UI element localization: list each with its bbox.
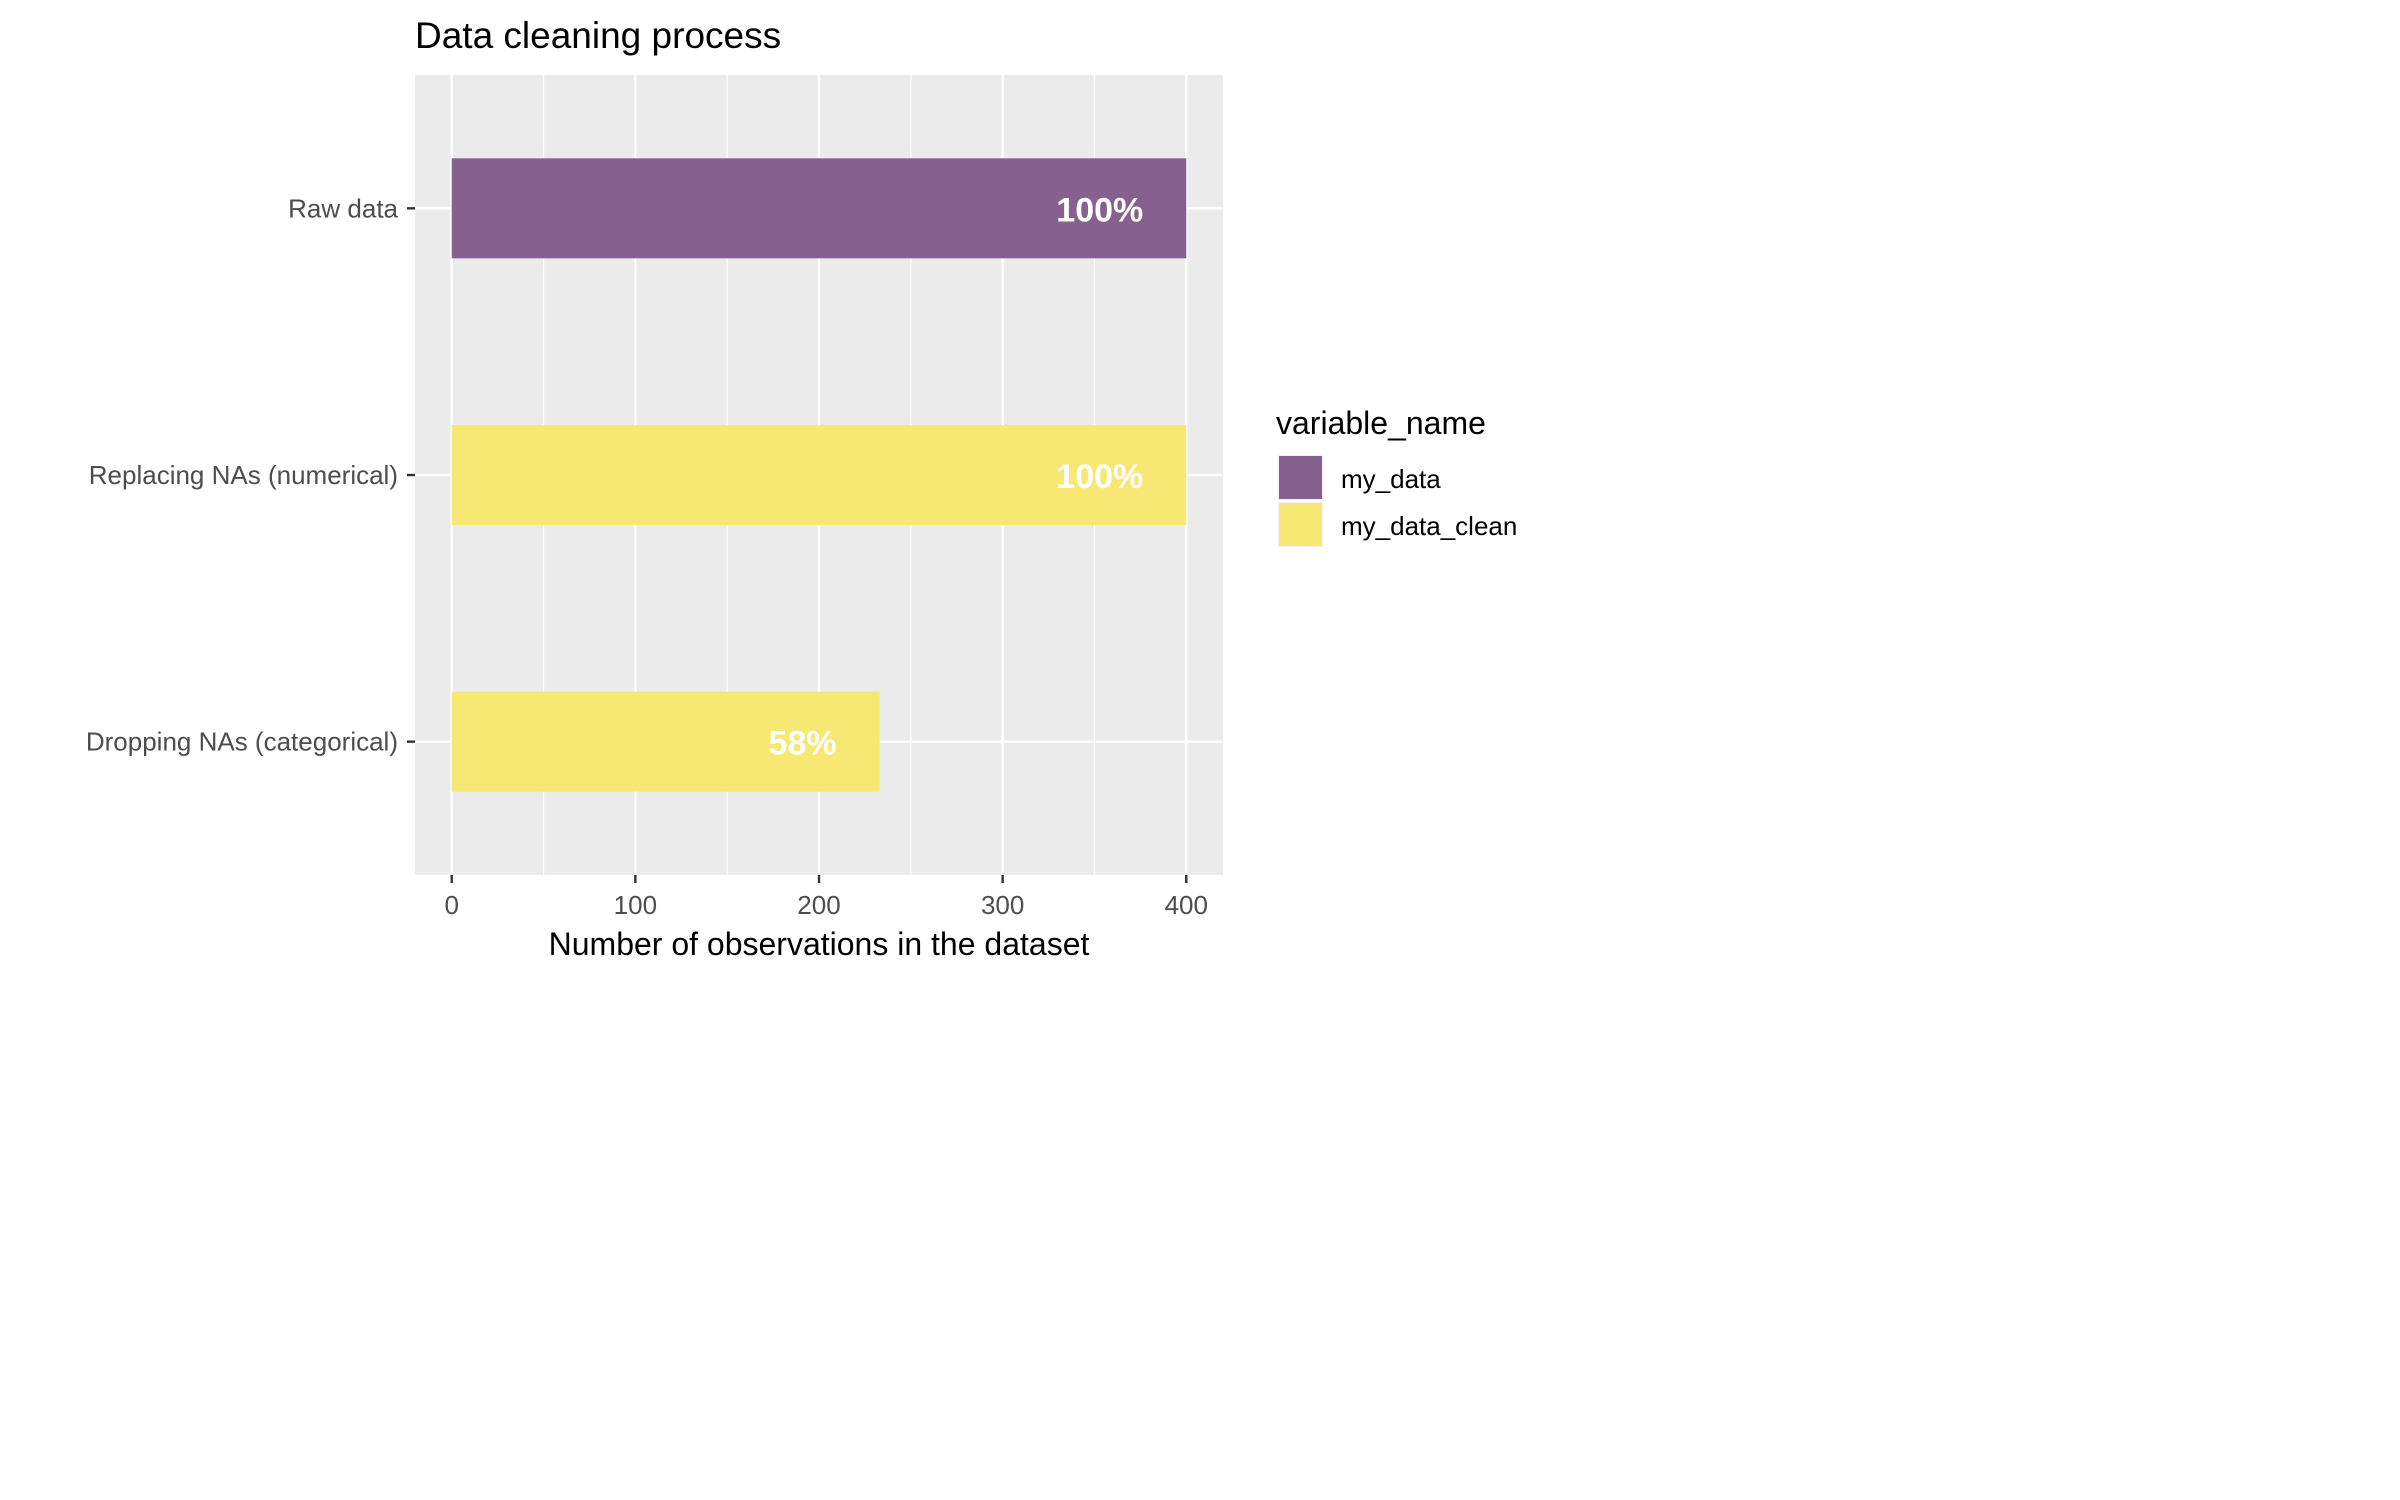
x-axis: 0 100 200 300 400	[444, 875, 1208, 920]
legend-key-swatch	[1279, 503, 1322, 546]
chart: Data cleaning process 100% 100% 58% Raw da…	[86, 15, 1517, 962]
legend-key-swatch	[1279, 456, 1322, 499]
bar	[451, 425, 1187, 525]
x-tick-label: 100	[614, 890, 657, 920]
legend-keys: my_data my_data_clean	[1278, 455, 1517, 547]
bar	[451, 691, 880, 792]
data-labels: 100% 100% 58%	[769, 191, 1144, 762]
y-axis: Raw data Replacing NAs (numerical) Droppin…	[86, 193, 415, 757]
x-axis-title: Number of observations in the dataset	[549, 926, 1090, 962]
bar	[451, 158, 1187, 259]
y-tick-label: Dropping NAs (categorical)	[86, 727, 398, 757]
x-tick-label: 300	[981, 890, 1024, 920]
x-tick-label: 0	[444, 890, 458, 920]
data-label: 58%	[769, 725, 837, 763]
y-tick-label: Replacing NAs (numerical)	[89, 460, 398, 490]
x-tick-label: 400	[1165, 890, 1208, 920]
legend-key-label: my_data_clean	[1341, 511, 1517, 541]
chart-title: Data cleaning process	[415, 15, 781, 56]
legend: variable_name my_data my_data_clean	[1276, 405, 1517, 547]
legend-key-label: my_data	[1341, 464, 1441, 494]
x-tick-label: 200	[797, 890, 840, 920]
data-label: 100%	[1056, 458, 1143, 496]
y-tick-label: Raw data	[288, 193, 398, 223]
data-label: 100%	[1056, 191, 1143, 229]
bars	[451, 158, 1187, 792]
legend-title: variable_name	[1276, 405, 1486, 441]
